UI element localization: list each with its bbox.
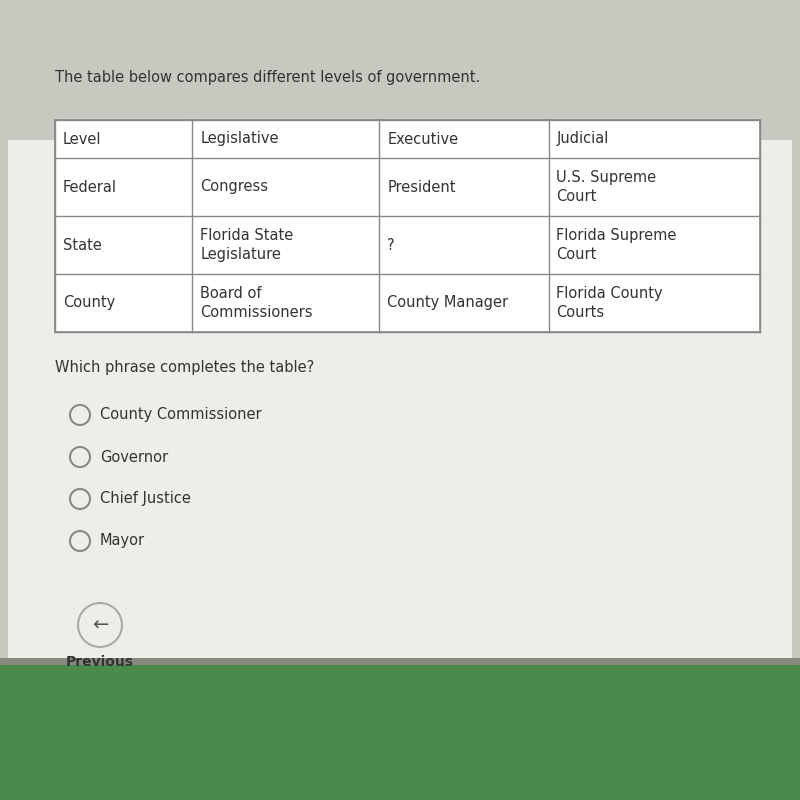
Text: President: President xyxy=(387,179,456,194)
Text: ?: ? xyxy=(387,238,395,253)
Text: County Commissioner: County Commissioner xyxy=(100,407,262,422)
Text: Board of
Commissioners: Board of Commissioners xyxy=(201,286,313,320)
Bar xyxy=(0,665,800,800)
Text: Florida County
Courts: Florida County Courts xyxy=(557,286,663,320)
Bar xyxy=(0,658,800,670)
Bar xyxy=(55,120,760,332)
Text: The table below compares different levels of government.: The table below compares different level… xyxy=(55,70,480,85)
Text: ←: ← xyxy=(92,615,108,634)
Text: Governor: Governor xyxy=(100,450,168,465)
Text: Legislative: Legislative xyxy=(201,131,279,146)
Text: Congress: Congress xyxy=(201,179,269,194)
Text: Mayor: Mayor xyxy=(100,534,145,549)
Bar xyxy=(8,150,792,660)
Text: Chief Justice: Chief Justice xyxy=(100,491,191,506)
Text: Previous: Previous xyxy=(66,655,134,669)
Text: U.S. Supreme
Court: U.S. Supreme Court xyxy=(557,170,657,204)
Bar xyxy=(8,140,792,670)
Text: Executive: Executive xyxy=(387,131,458,146)
Text: Florida State
Legislature: Florida State Legislature xyxy=(201,227,294,262)
Text: Level: Level xyxy=(63,131,102,146)
Bar xyxy=(8,150,792,660)
Text: County: County xyxy=(63,295,115,310)
Text: Florida Supreme
Court: Florida Supreme Court xyxy=(557,227,677,262)
Text: Federal: Federal xyxy=(63,179,117,194)
Text: State: State xyxy=(63,238,102,253)
Text: Which phrase completes the table?: Which phrase completes the table? xyxy=(55,360,314,375)
Text: County Manager: County Manager xyxy=(387,295,509,310)
Text: Judicial: Judicial xyxy=(557,131,609,146)
